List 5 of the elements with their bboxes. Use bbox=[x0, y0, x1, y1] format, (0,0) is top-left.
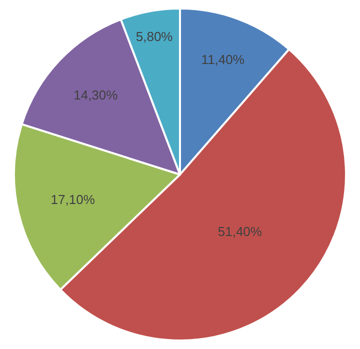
data-label: 14,30% bbox=[74, 88, 118, 103]
data-label: 17,10% bbox=[50, 192, 96, 207]
data-label: 11,40% bbox=[201, 52, 245, 67]
data-label: 51,40% bbox=[218, 224, 262, 240]
data-label: 5,80% bbox=[136, 28, 174, 44]
